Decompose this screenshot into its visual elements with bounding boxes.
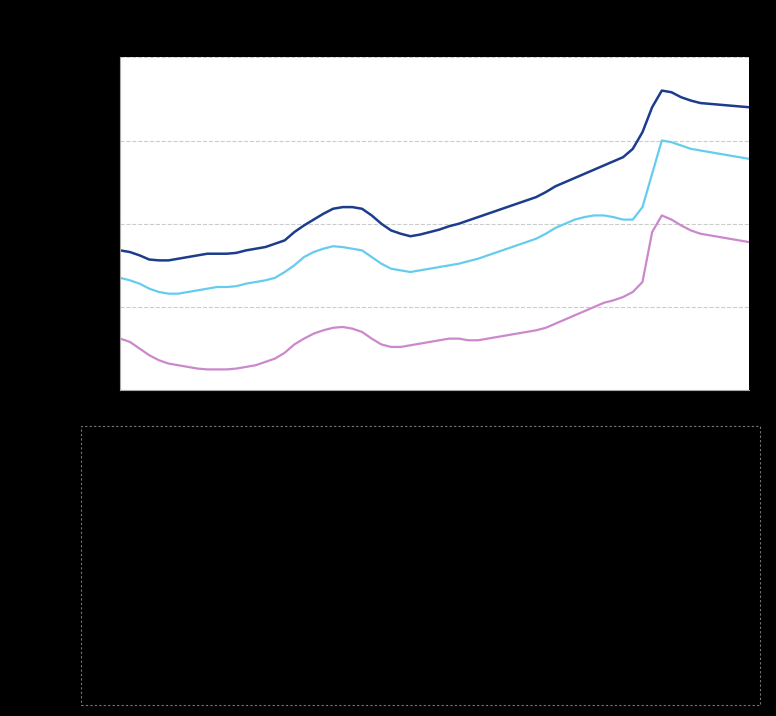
Text: （元/吨）: （元/吨）: [54, 31, 86, 44]
